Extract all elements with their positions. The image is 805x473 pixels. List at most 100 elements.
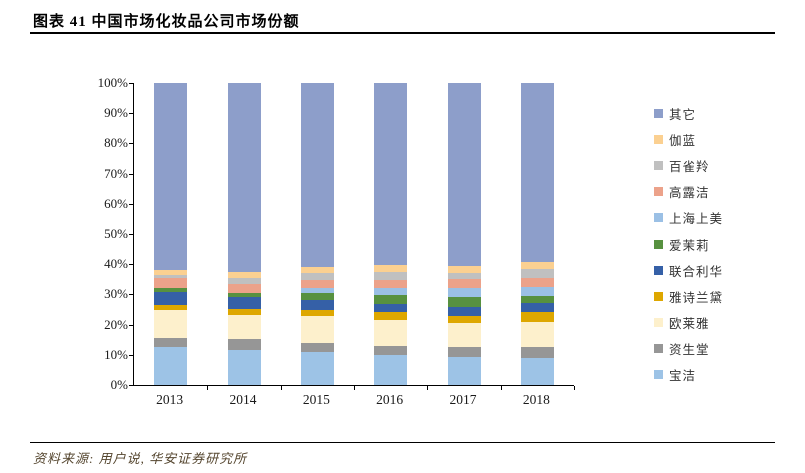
x-axis-tick: [354, 386, 355, 390]
legend-item-伽蓝: 伽蓝: [654, 126, 723, 152]
y-axis-tick: [129, 83, 134, 84]
legend-item-联合利华: 联合利华: [654, 257, 723, 283]
x-axis-tick: [280, 386, 282, 390]
y-axis-label: 10%: [104, 346, 128, 362]
segment-百雀羚-2017: [447, 273, 481, 280]
y-axis-label: 100%: [97, 75, 128, 90]
legend-label-宝洁: 宝洁: [669, 369, 697, 384]
x-axis-labels: 2013 2014 2015 2016 2017 2018: [133, 392, 573, 410]
segment-雅诗兰黛-2018: [520, 311, 554, 322]
y-axis-tick: [129, 264, 134, 266]
legend-label-上海上美: 上海上美: [669, 212, 724, 227]
segment-爱茉莉-2017: [447, 297, 481, 307]
y-axis-tick: [129, 113, 134, 115]
source-note: 资料来源: 用户说, 华安证券研究所: [33, 451, 248, 466]
segment-其它-2013: [154, 83, 188, 271]
y-axis-tick: [129, 173, 134, 175]
segment-雅诗兰黛-2013: [154, 304, 188, 311]
legend-item-雅诗兰黛: 雅诗兰黛: [654, 283, 723, 309]
legend-swatch-高露洁: [654, 187, 663, 197]
legend-label-资生堂: 资生堂: [669, 343, 710, 358]
segment-资生堂-2016: [374, 346, 408, 356]
segment-雅诗兰黛-2014: [227, 308, 261, 315]
legend-item-上海上美: 上海上美: [654, 205, 723, 231]
segment-欧莱雅-2016: [374, 320, 408, 347]
legend-swatch-其它: [654, 108, 663, 118]
legend-swatch-宝洁: [654, 370, 663, 380]
segment-爱茉莉-2014: [227, 292, 261, 298]
legend-swatch-上海上美: [654, 213, 663, 223]
bar-2018: [520, 83, 554, 385]
legend-swatch-联合利华: [654, 265, 663, 275]
segment-宝洁-2014: [227, 349, 261, 385]
legend-item-资生堂: 资生堂: [654, 336, 723, 362]
segment-资生堂-2013: [154, 337, 188, 347]
legend-label-伽蓝: 伽蓝: [669, 133, 697, 148]
bar-2017: [447, 83, 481, 385]
segment-联合利华-2018: [520, 302, 554, 312]
segment-爱茉莉-2015: [300, 292, 334, 301]
segment-高露洁-2015: [300, 279, 334, 288]
y-axis-label: 80%: [104, 135, 128, 151]
y-axis-label: 50%: [104, 226, 128, 241]
x-axis-label-2016: 2016: [376, 392, 404, 407]
legend-item-宝洁: 宝洁: [654, 362, 723, 388]
segment-伽蓝-2016: [374, 264, 408, 272]
segment-百雀羚-2016: [374, 271, 408, 280]
segment-高露洁-2013: [154, 278, 188, 289]
segment-百雀羚-2015: [300, 272, 334, 280]
segment-上海上美-2018: [520, 286, 554, 296]
legend-label-其它: 其它: [669, 107, 697, 122]
y-axis-tick: [129, 203, 134, 205]
x-axis-label-2017: 2017: [449, 392, 477, 407]
segment-其它-2014: [227, 83, 261, 272]
legend-swatch-欧莱雅: [654, 318, 663, 328]
y-axis-label: 40%: [104, 256, 128, 272]
segment-爱茉莉-2018: [520, 295, 554, 303]
segment-宝洁-2016: [374, 355, 408, 385]
segment-上海上美-2016: [374, 287, 408, 296]
segment-联合利华-2013: [154, 292, 188, 305]
y-axis-label: 90%: [104, 105, 128, 121]
y-axis-label: 60%: [104, 195, 128, 211]
segment-欧莱雅-2014: [227, 314, 261, 340]
y-axis-tick: [129, 385, 134, 386]
legend-swatch-雅诗兰黛: [654, 291, 663, 301]
segment-资生堂-2018: [520, 346, 554, 359]
segment-资生堂-2015: [300, 343, 334, 353]
segment-资生堂-2014: [227, 339, 261, 350]
segment-联合利华-2015: [300, 300, 334, 310]
legend-item-百雀羚: 百雀羚: [654, 152, 723, 178]
segment-百雀羚-2013: [154, 274, 188, 279]
segment-上海上美-2017: [447, 288, 481, 298]
x-axis-label-2014: 2014: [229, 392, 257, 407]
segment-伽蓝-2018: [520, 261, 554, 269]
segment-宝洁-2015: [300, 352, 334, 385]
segment-高露洁-2018: [520, 277, 554, 287]
segment-联合利华-2017: [447, 306, 481, 316]
segment-其它-2018: [520, 83, 554, 262]
chart-legend: 其它 伽蓝 百雀羚 高露洁 上海上美 爱茉莉 联合利华 雅诗兰黛 欧莱雅 资生堂 宝洁: [654, 100, 723, 388]
segment-欧莱雅-2017: [447, 323, 481, 348]
legend-swatch-百雀羚: [654, 160, 663, 170]
segment-欧莱雅-2013: [154, 310, 188, 338]
segment-欧莱雅-2015: [300, 316, 334, 344]
segment-其它-2015: [300, 83, 334, 267]
legend-item-爱茉莉: 爱茉莉: [654, 231, 723, 257]
segment-其它-2017: [447, 83, 481, 266]
legend-label-联合利华: 联合利华: [669, 264, 724, 279]
bar-2013: [154, 83, 188, 385]
segment-爱茉莉-2016: [374, 295, 408, 305]
legend-item-其它: 其它: [654, 100, 723, 126]
segment-伽蓝-2015: [300, 266, 334, 273]
plot-area: [129, 83, 575, 390]
segment-资生堂-2017: [447, 347, 481, 357]
segment-联合利华-2016: [374, 304, 408, 313]
y-axis-tick: [129, 294, 134, 296]
y-axis-label: 30%: [104, 286, 128, 302]
figure-title: 图表 41 中国市场化妆品公司市场份额: [33, 14, 300, 30]
bar-2015: [300, 83, 334, 385]
y-axis-tick: [129, 143, 134, 145]
y-axis-label: 20%: [104, 316, 128, 332]
